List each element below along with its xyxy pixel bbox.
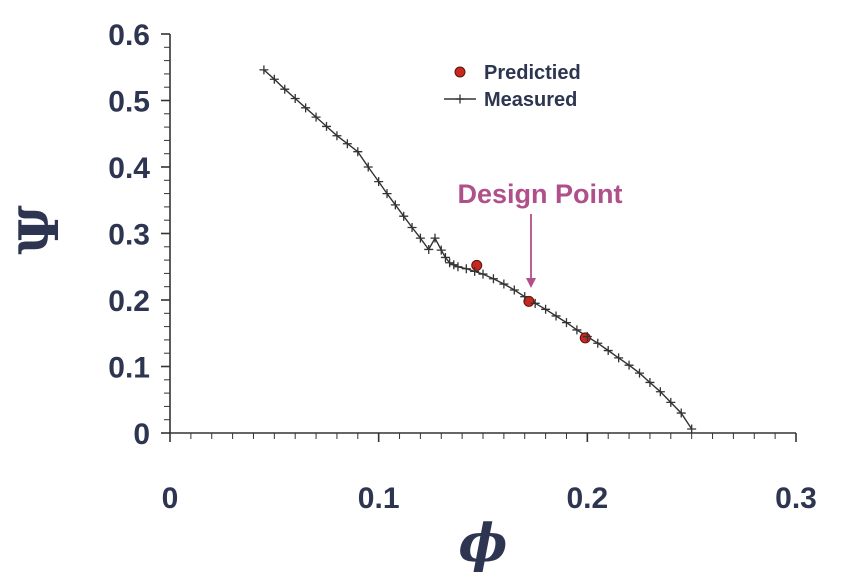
measured-point: [561, 318, 571, 328]
measured-point: [301, 103, 311, 113]
measured-point: [269, 74, 279, 84]
legend-label: Measured: [484, 89, 577, 111]
legend-label: Predictied: [484, 62, 581, 84]
x-tick-label: 0.3: [775, 482, 817, 515]
measured-point: [453, 262, 463, 272]
y-axis-label: Ψ: [7, 205, 71, 254]
measured-point: [676, 408, 686, 418]
measured-point: [572, 325, 582, 335]
legend-marker-measured: [455, 94, 465, 104]
measured-series-line: [263, 69, 693, 430]
measured-point: [499, 279, 509, 289]
measured-point: [478, 269, 488, 279]
measured-point: [530, 298, 540, 308]
measured-point: [449, 260, 459, 270]
measured-point: [520, 292, 530, 302]
measured-point: [382, 189, 392, 199]
predicted-point: [523, 295, 535, 307]
measured-point: [635, 368, 644, 378]
y-tick-label: 0: [133, 418, 150, 451]
predicted-point: [471, 259, 483, 271]
measured-point: [363, 162, 373, 172]
measured-point: [593, 338, 603, 348]
x-axis-label: ϕ: [459, 513, 508, 574]
measured-point: [551, 311, 561, 321]
measured-point: [332, 131, 342, 141]
x-tick-label: 0.1: [358, 482, 400, 515]
y-tick-label: 0.1: [108, 352, 150, 385]
measured-point: [509, 285, 519, 295]
predicted-point: [579, 332, 591, 344]
measured-point: [322, 121, 331, 131]
measured-point: [603, 346, 613, 356]
measured-point: [353, 147, 363, 157]
y-tick-label: 0.4: [108, 152, 150, 185]
design-point-arrow-head: [525, 278, 536, 289]
measured-point: [424, 244, 434, 254]
y-tick-label: 0.6: [108, 19, 150, 52]
measured-point: [645, 377, 655, 387]
measured-point: [290, 94, 300, 104]
measured-point: [415, 233, 425, 243]
y-tick-label: 0.3: [108, 219, 150, 252]
measured-point: [582, 332, 592, 342]
measured-point: [280, 84, 290, 94]
measured-point: [488, 274, 498, 284]
measured-point: [655, 387, 665, 397]
measured-point: [342, 139, 352, 149]
measured-point: [614, 353, 624, 363]
y-tick-label: 0.5: [108, 86, 150, 119]
measured-point: [430, 233, 440, 243]
measured-point: [624, 360, 634, 370]
x-tick-label: 0.2: [566, 482, 608, 515]
measured-point: [374, 177, 384, 187]
design-point-label: Design Point: [457, 179, 622, 209]
measured-point: [390, 200, 400, 210]
measured-point: [541, 304, 551, 314]
measured-point: [666, 397, 676, 407]
measured-point: [311, 112, 321, 122]
legend-marker-predicted: [454, 66, 466, 78]
measured-point: [259, 65, 269, 75]
measured-point: [399, 211, 409, 221]
measured-point: [687, 424, 697, 434]
measured-point: [440, 252, 450, 262]
measured-point: [470, 266, 480, 276]
measured-point: [445, 258, 455, 268]
measured-point: [407, 223, 417, 233]
y-tick-label: 0.2: [108, 285, 150, 318]
measured-point: [436, 245, 446, 255]
measured-point: [461, 264, 471, 274]
x-tick-label: 0: [162, 482, 179, 515]
